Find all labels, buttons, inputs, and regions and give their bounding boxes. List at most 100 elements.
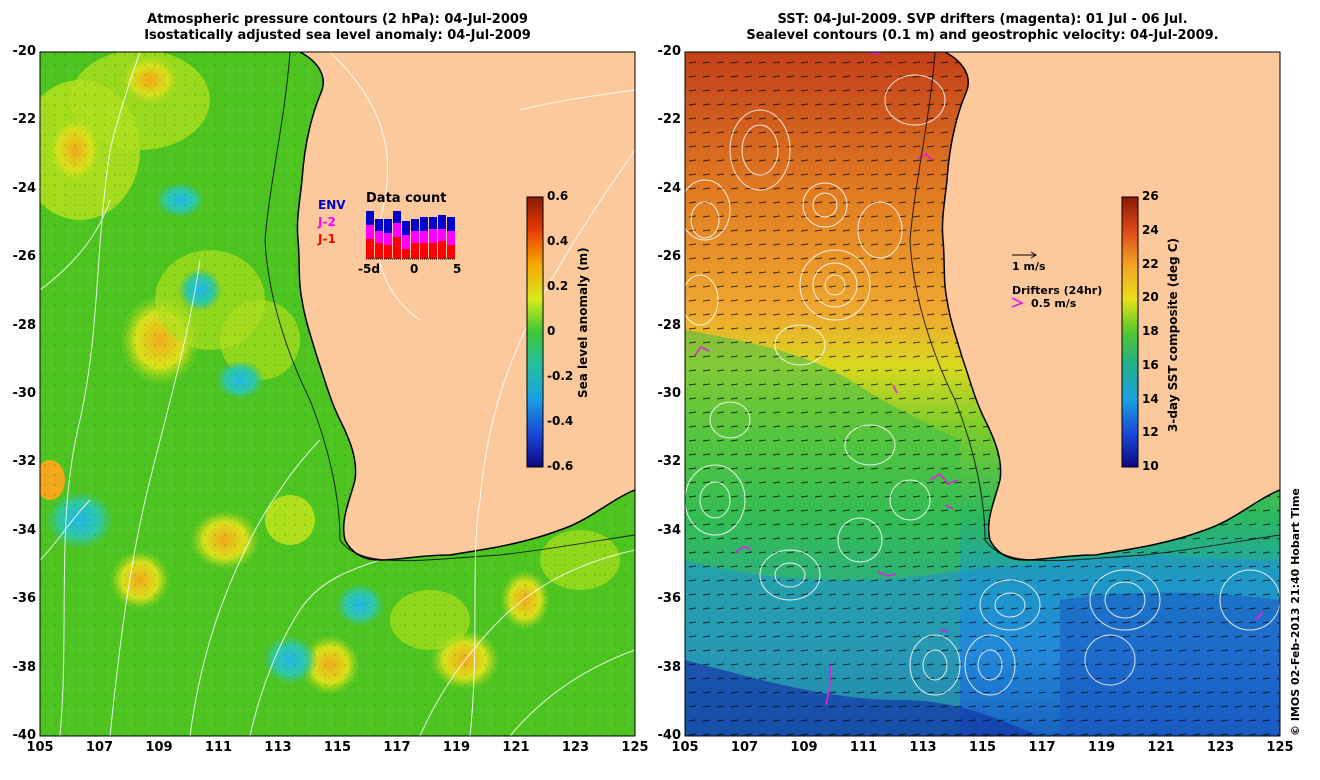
inset-bar [366, 211, 374, 225]
colorbar-tick-label: 12 [1142, 425, 1159, 440]
inset-bar [375, 243, 383, 259]
lon-tick-label: 109 [790, 740, 818, 755]
velocity-scale-label: 1 m/s [1012, 260, 1046, 273]
lat-tick-label: -24 [12, 180, 37, 196]
colorbar-tick-label: 20 [1142, 290, 1159, 305]
colorbar-tick-label: 10 [1142, 459, 1159, 473]
lon-tick-label: 113 [909, 740, 937, 755]
drifters-label: Drifters (24hr) [1012, 284, 1103, 297]
lat-tick-label: -22 [12, 112, 37, 128]
drifters-scale-label: 0.5 m/s [1031, 297, 1077, 310]
lat-tick-label: -32 [657, 454, 682, 470]
lon-tick-label: 109 [145, 740, 173, 755]
sst-colorbar-label: 3-day SST composite (deg C) [1166, 237, 1180, 432]
lon-tick-label: 125 [1266, 740, 1294, 755]
inset-xtick-5: 5 [453, 262, 462, 276]
colorbar-tick-label: -0.6 [547, 459, 574, 473]
credit-text: © IMOS 02-Feb-2013 21:40 Hobart Time [1289, 488, 1302, 736]
lat-tick-label: -38 [12, 659, 37, 675]
inset-bar [447, 231, 455, 245]
inset-bar [438, 241, 446, 259]
inset-legend-env: ENV [318, 198, 346, 212]
inset-bar [375, 219, 383, 231]
inset-bar [438, 215, 446, 229]
sla-colorbar-label: Sea level anomaly (m) [576, 247, 590, 398]
lon-tick-label: 125 [621, 740, 649, 755]
inset-bar [402, 249, 410, 259]
colorbar-tick-label: -0.4 [547, 414, 574, 428]
lat-tick-label: -34 [12, 522, 37, 538]
colorbar-tick-label: 14 [1142, 391, 1159, 406]
inset-bar [366, 239, 374, 259]
lon-tick-label: 105 [26, 740, 54, 755]
data-count-inset [366, 211, 456, 260]
inset-bar [384, 219, 392, 233]
lon-tick-label: 115 [323, 740, 352, 755]
colorbar-tick-label: 0.6 [547, 189, 569, 203]
inset-bar [411, 231, 419, 243]
inset-bar [420, 243, 428, 259]
lat-tick-label: -36 [12, 591, 37, 607]
colorbar-tick-label: 22 [1142, 256, 1159, 271]
inset-bar [429, 243, 437, 259]
lat-tick-label: -26 [12, 249, 37, 265]
right-map [685, 52, 1280, 736]
sla-colorbar [526, 196, 544, 468]
left-map [40, 52, 635, 736]
lon-tick-label: 119 [1087, 740, 1116, 755]
inset-legend-j2: J-2 [318, 215, 336, 229]
inset-bar [393, 211, 401, 223]
left-title-line1: Atmospheric pressure contours (2 hPa): 0… [147, 12, 528, 27]
inset-bar [429, 217, 437, 229]
inset-bar [411, 243, 419, 259]
inset-bar [420, 231, 428, 243]
colorbar-tick-label: 24 [1142, 222, 1159, 237]
colorbar-tick-label: -0.2 [547, 369, 574, 383]
lat-tick-label: -24 [657, 180, 682, 196]
inset-legend-j1: J-1 [318, 232, 336, 246]
lat-tick-label: -30 [657, 386, 682, 401]
lat-tick-label: -40 [12, 728, 37, 743]
lat-tick-label: -28 [657, 317, 682, 333]
lon-tick-label: 123 [1206, 740, 1235, 755]
lon-tick-label: 115 [968, 740, 997, 755]
inset-bar [411, 219, 419, 231]
lat-tick-label: -40 [657, 728, 682, 743]
lat-tick-label: -32 [12, 454, 37, 470]
lon-tick-label: 111 [849, 740, 878, 755]
lon-tick-label: 117 [1028, 740, 1056, 755]
inset-bar [393, 237, 401, 259]
inset-bar [375, 231, 383, 243]
lon-tick-label: 111 [204, 740, 233, 755]
lat-tick-label: -30 [12, 386, 37, 401]
lon-tick-label: 119 [442, 740, 471, 755]
inset-bar [429, 229, 437, 243]
colorbar-tick-label: 0.4 [547, 234, 569, 248]
inset-bar [384, 233, 392, 245]
inset-bar [402, 221, 410, 235]
inset-bar [393, 223, 401, 237]
inset-xtick-minus5: -5d [358, 262, 380, 276]
inset-bar [447, 245, 455, 259]
lat-tick-label: -34 [657, 522, 682, 538]
lon-tick-label: 121 [502, 740, 530, 755]
right-title-line2: Sealevel contours (0.1 m) and geostrophi… [746, 28, 1219, 43]
lon-tick-label: 107 [730, 740, 759, 755]
lon-tick-label: 107 [85, 740, 114, 755]
lat-tick-label: -20 [657, 44, 682, 59]
lat-tick-label: -28 [12, 317, 37, 333]
colorbar-tick-label: 0.2 [547, 279, 569, 293]
sst-colorbar [1121, 196, 1139, 468]
inset-bar [447, 217, 455, 231]
right-title-line1: SST: 04-Jul-2009. SVP drifters (magenta)… [777, 12, 1188, 27]
lon-tick-label: 121 [1147, 740, 1175, 755]
inset-title: Data count [366, 191, 447, 206]
inset-xtick-0: 0 [410, 262, 419, 276]
colorbar-tick-label: 18 [1142, 324, 1159, 338]
lat-tick-label: -22 [657, 112, 682, 128]
inset-bar [438, 229, 446, 241]
lat-tick-label: -36 [657, 591, 682, 607]
lon-tick-label: 113 [264, 740, 292, 755]
inset-bar [366, 225, 374, 239]
